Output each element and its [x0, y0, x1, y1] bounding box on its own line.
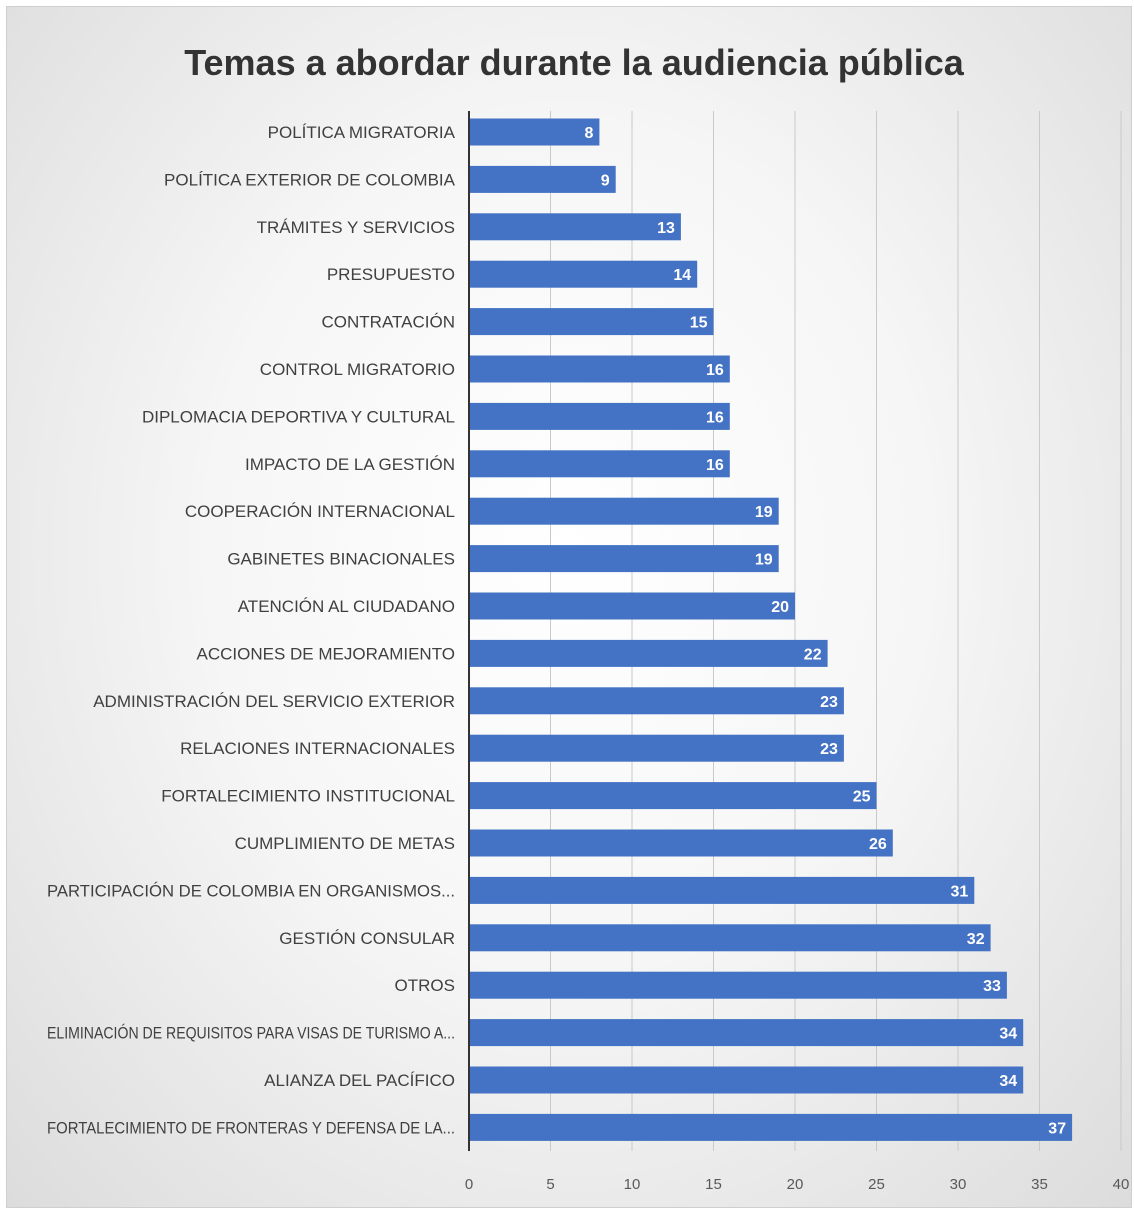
bar [469, 639, 828, 667]
x-tick-label: 30 [950, 1176, 967, 1193]
bar [469, 687, 844, 715]
bar [469, 1113, 1073, 1141]
x-tick-label: 40 [1113, 1176, 1130, 1193]
category-label: ATENCIÓN AL CIUDADANO [238, 597, 455, 616]
category-label: POLÍTICA MIGRATORIA [268, 123, 456, 142]
bar-value-label: 25 [853, 789, 871, 806]
bar [469, 734, 844, 762]
bar-value-label: 23 [820, 741, 838, 758]
bar-value-label: 22 [804, 646, 822, 663]
category-label: COOPERACIÓN INTERNACIONAL [185, 502, 455, 521]
bar [469, 592, 795, 620]
bar-value-label: 19 [755, 504, 773, 521]
bar [469, 165, 616, 193]
bar-value-label: 16 [706, 457, 724, 474]
bar [469, 118, 600, 146]
bar-value-label: 15 [690, 315, 708, 332]
bar [469, 355, 730, 383]
bar-value-label: 9 [601, 172, 610, 189]
category-label: GABINETES BINACIONALES [227, 550, 455, 569]
x-tick-label: 15 [705, 1176, 722, 1193]
category-label: FORTALECIMIENTO INSTITUCIONAL [161, 787, 455, 806]
bar [469, 545, 779, 573]
bar-value-label: 20 [771, 599, 789, 616]
bar-value-label: 13 [657, 220, 675, 237]
x-tick-label: 25 [868, 1176, 885, 1193]
bar [469, 308, 714, 336]
category-label: OTROS [395, 976, 455, 995]
x-tick-label: 5 [546, 1176, 554, 1193]
category-label: ACCIONES DE MEJORAMIENTO [197, 644, 456, 663]
bar-value-label: 16 [706, 362, 724, 379]
category-label: PARTICIPACIÓN DE COLOMBIA EN ORGANISMOS.… [47, 881, 455, 900]
bar [469, 1019, 1024, 1047]
category-label: RELACIONES INTERNACIONALES [180, 739, 455, 758]
category-label: CONTRATACIÓN [322, 313, 455, 332]
category-label: POLÍTICA EXTERIOR DE COLOMBIA [164, 170, 456, 189]
bar [469, 402, 730, 430]
bar-value-label: 31 [951, 883, 969, 900]
x-tick-label: 0 [465, 1176, 473, 1193]
category-label: ELIMINACIÓN DE REQUISITOS PARA VISAS DE … [47, 1024, 455, 1043]
bar-value-label: 19 [755, 552, 773, 569]
bar-value-label: 34 [999, 1026, 1017, 1043]
category-label: TRÁMITES Y SERVICIOS [257, 218, 455, 237]
category-label: IMPACTO DE LA GESTIÓN [245, 455, 455, 474]
category-label: CONTROL MIGRATORIO [260, 360, 455, 379]
bar-value-label: 8 [584, 125, 593, 142]
x-axis-ticks: 0 5 10 15 20 25 30 35 40 [465, 1176, 1130, 1193]
bar [469, 450, 730, 478]
bar-value-label: 14 [673, 267, 691, 284]
bars: 8 9 13 14 15 16 16 16 19 19 20 22 23 23 25 26 31 32 33 34 34… [469, 118, 1073, 1141]
bar [469, 260, 698, 288]
category-label: ALIANZA DEL PACÍFICO [264, 1071, 455, 1090]
bar-chart: Temas a abordar durante la audiencia púb… [47, 42, 1130, 1193]
bar [469, 782, 877, 810]
bar-value-label: 26 [869, 836, 887, 853]
bar [469, 213, 681, 241]
category-label: ADMINISTRACIÓN DEL SERVICIO EXTERIOR [93, 692, 455, 711]
bar-value-label: 33 [983, 978, 1001, 995]
category-label: CUMPLIMIENTO DE METAS [235, 834, 455, 853]
bar-value-label: 32 [967, 931, 985, 948]
category-label: GESTIÓN CONSULAR [279, 929, 455, 948]
x-tick-label: 35 [1031, 1176, 1048, 1193]
category-label: PRESUPUESTO [327, 265, 455, 284]
category-label: DIPLOMACIA DEPORTIVA Y CULTURAL [142, 407, 455, 426]
bar [469, 876, 975, 904]
bar-value-label: 37 [1048, 1120, 1066, 1137]
category-labels: POLÍTICA MIGRATORIA POLÍTICA EXTERIOR DE … [47, 123, 456, 1137]
bar [469, 497, 779, 525]
chart-title: Temas a abordar durante la audiencia púb… [184, 42, 965, 83]
bar [469, 829, 893, 857]
category-label: FORTALECIMIENTO DE FRONTERAS Y DEFENSA D… [47, 1118, 455, 1137]
bar-value-label: 34 [999, 1073, 1017, 1090]
x-tick-label: 10 [624, 1176, 641, 1193]
bar [469, 1066, 1024, 1094]
bar [469, 971, 1007, 999]
bar [469, 924, 991, 952]
chart-frame: Temas a abordar durante la audiencia púb… [6, 6, 1132, 1208]
bar-value-label: 16 [706, 409, 724, 426]
bar-value-label: 23 [820, 694, 838, 711]
x-tick-label: 20 [787, 1176, 804, 1193]
